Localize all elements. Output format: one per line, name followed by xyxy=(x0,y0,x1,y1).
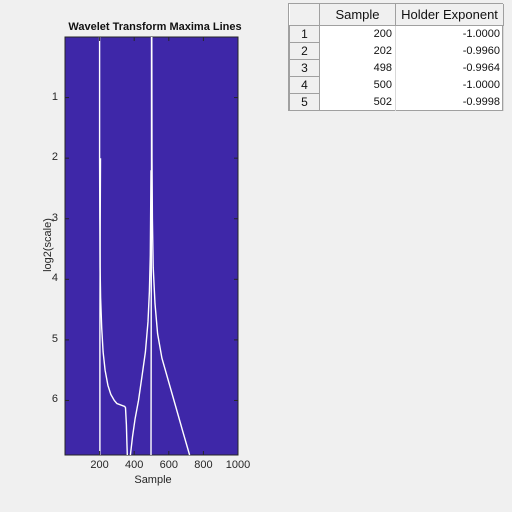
holder-exponent-cell[interactable]: -0.9998 xyxy=(395,93,504,111)
table-header-row: Sample Holder Exponent xyxy=(289,4,504,26)
sample-cell[interactable]: 502 xyxy=(319,93,396,111)
y-tick-label: 2 xyxy=(51,151,58,164)
sample-cell[interactable]: 200 xyxy=(319,25,396,43)
table-row[interactable]: 1 200 -1.0000 xyxy=(289,25,504,43)
row-header[interactable]: 4 xyxy=(289,76,320,94)
table-row[interactable]: 3 498 -0.9964 xyxy=(289,59,504,77)
row-header[interactable]: 2 xyxy=(289,42,320,60)
column-header-holder-exponent[interactable]: Holder Exponent xyxy=(395,4,504,26)
maxima-line-4 xyxy=(151,36,191,456)
y-tick-label: 4 xyxy=(51,272,58,285)
holder-exponent-cell[interactable]: -1.0000 xyxy=(395,25,504,43)
maxima-line-2 xyxy=(99,158,102,455)
y-tick-label: 6 xyxy=(51,393,58,406)
sample-cell[interactable]: 498 xyxy=(319,59,396,77)
y-tick-label: 3 xyxy=(51,211,58,224)
sample-cell[interactable]: 202 xyxy=(319,42,396,60)
column-header-sample[interactable]: Sample xyxy=(319,4,396,26)
y-axis-label: log2(scale) xyxy=(42,218,54,272)
x-tick-label: 200 xyxy=(90,459,109,471)
table-row[interactable]: 4 500 -1.0000 xyxy=(289,76,504,94)
row-header[interactable]: 5 xyxy=(289,93,320,111)
table-row[interactable]: 5 502 -0.9998 xyxy=(289,93,504,111)
row-header[interactable]: 3 xyxy=(289,59,320,77)
holder-exponent-cell[interactable]: -0.9964 xyxy=(395,59,504,77)
corner-header xyxy=(289,4,320,26)
x-axis-label: Sample xyxy=(134,474,172,486)
holder-exponent-cell[interactable]: -1.0000 xyxy=(395,76,504,94)
holder-exponent-cell[interactable]: -0.9960 xyxy=(395,42,504,60)
y-tick-label: 1 xyxy=(51,90,58,103)
sample-cell[interactable]: 500 xyxy=(319,76,396,94)
x-tick-label: 600 xyxy=(159,459,178,471)
x-tick-label: 400 xyxy=(125,459,144,471)
table-row[interactable]: 2 202 -0.9960 xyxy=(289,42,504,60)
maxima-line-5 xyxy=(129,170,152,456)
x-tick-label: 1000 xyxy=(225,459,251,471)
y-tick-label: 5 xyxy=(51,332,58,345)
plot-title: Wavelet Transform Maxima Lines xyxy=(68,21,242,33)
holder-exponent-table[interactable]: Sample Holder Exponent 1 200 -1.0000 2 2… xyxy=(288,3,504,111)
x-tick-label: 800 xyxy=(194,459,213,471)
row-header[interactable]: 1 xyxy=(289,25,320,43)
